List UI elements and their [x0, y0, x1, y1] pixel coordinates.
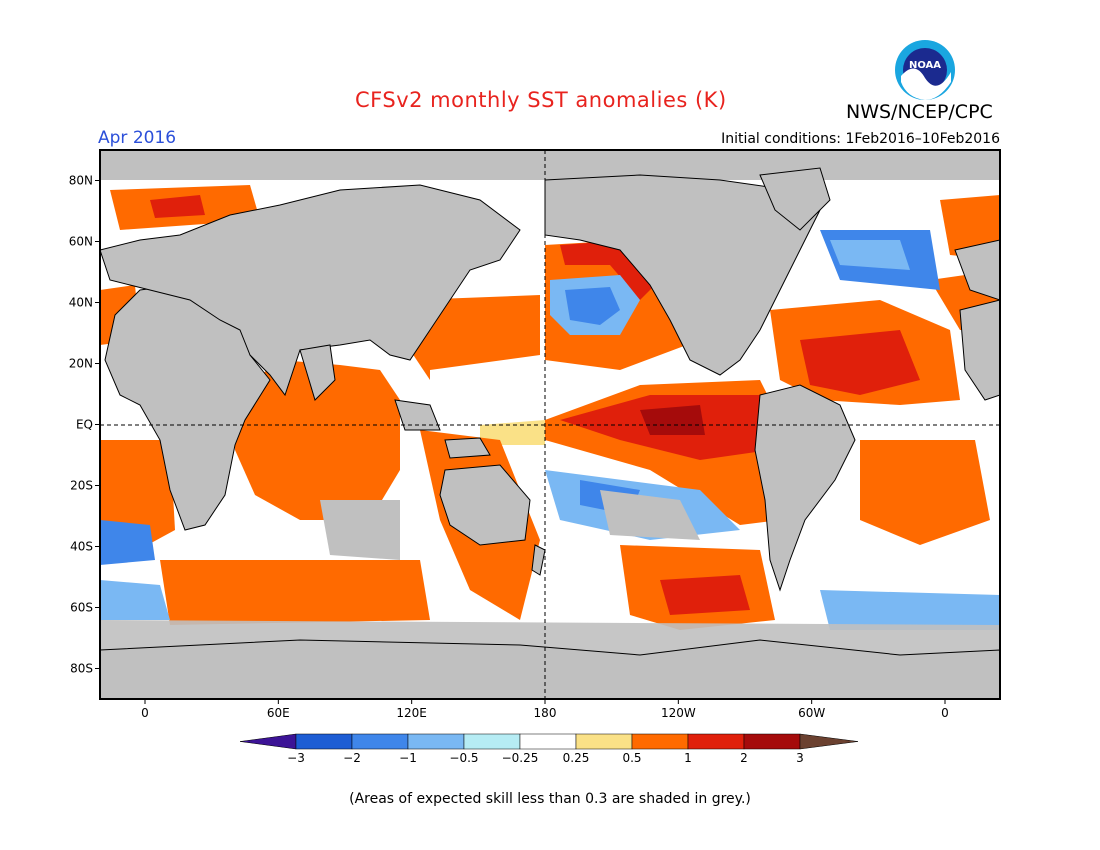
legend-swatch	[351, 733, 409, 750]
lat-tick-label: 40S	[70, 540, 93, 554]
noaa-logo: NOAA	[895, 40, 955, 100]
land-australia	[439, 464, 531, 546]
legend-tick-label: 0.25	[563, 751, 590, 765]
lon-tick-label: 120W	[661, 706, 696, 720]
forecast-month: Apr 2016	[98, 128, 177, 148]
legend-tick-label: −3	[287, 751, 305, 765]
legend-tick-label: 0.5	[622, 751, 641, 765]
legend-swatch	[295, 733, 353, 750]
lon-tick-label: 60W	[798, 706, 825, 720]
lat-tick-label: 80S	[70, 662, 93, 676]
legend-tick-label: −0.25	[502, 751, 539, 765]
legend-swatch	[687, 733, 745, 750]
land-antarctica	[100, 639, 1000, 699]
latitude-axis: 80N 60N 40N 20N EQ 20S 40S 60S 80S	[69, 174, 100, 676]
map-field	[100, 150, 1000, 699]
legend-arrow-low	[239, 733, 297, 750]
lat-tick-label: 60N	[69, 235, 93, 249]
low-skill-mask	[600, 490, 700, 540]
legend-swatch	[631, 733, 689, 750]
footnote: (Areas of expected skill less than 0.3 a…	[349, 791, 751, 807]
legend-tick-label: 1	[684, 751, 692, 765]
lat-tick-label: 80N	[69, 174, 93, 188]
longitude-axis: 0 60E 120E 180 120W 60W 0	[141, 699, 949, 720]
lon-tick-label: 120E	[396, 706, 427, 720]
legend-swatch	[743, 733, 801, 750]
chart-title: CFSv2 monthly SST anomalies (K)	[355, 88, 727, 112]
legend-swatch	[407, 733, 465, 750]
lon-tick-label: 0	[141, 706, 149, 720]
legend-tick-label: −1	[399, 751, 417, 765]
land-greenland	[759, 167, 831, 231]
southern-ocean-band	[160, 560, 430, 625]
land-eurasia	[100, 184, 521, 397]
legend-swatch	[463, 733, 521, 750]
land-south-america	[754, 384, 856, 592]
legend-arrow-high	[799, 733, 859, 750]
lon-tick-label: 0	[941, 706, 949, 720]
lat-tick-label: 20S	[70, 479, 93, 493]
legend-tick-label: −2	[343, 751, 361, 765]
landmasses	[100, 167, 1000, 699]
legend-tick-label: 2	[740, 751, 748, 765]
lat-tick-label: 60S	[70, 601, 93, 615]
agency-label: NWS/NCEP/CPC	[846, 101, 993, 123]
colorbar-legend: −3 −2 −1 −0.5 −0.25 0.25 0.5 1 2 3	[239, 733, 859, 765]
initial-conditions: Initial conditions: 1Feb2016–10Feb2016	[721, 131, 1000, 147]
indian-ocean-anomaly	[235, 360, 400, 520]
legend-tick-label: −0.5	[449, 751, 478, 765]
legend-swatch	[575, 733, 633, 750]
legend-swatch	[519, 733, 577, 750]
lat-tick-label: EQ	[76, 418, 93, 432]
legend-tick-label: 3	[796, 751, 804, 765]
lat-tick-label: 40N	[69, 296, 93, 310]
logo-text: NOAA	[909, 60, 941, 71]
lon-tick-label: 180	[534, 706, 557, 720]
lat-tick-label: 20N	[69, 357, 93, 371]
lon-tick-label: 60E	[267, 706, 290, 720]
